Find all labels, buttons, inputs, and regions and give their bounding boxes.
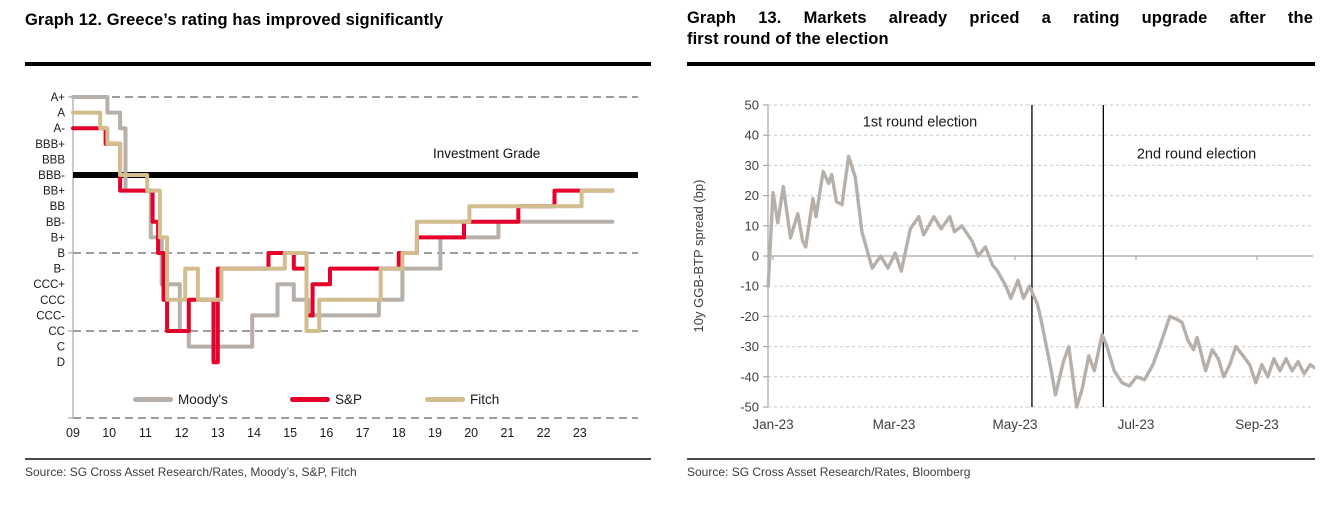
x-axis-label: 17 bbox=[356, 426, 370, 440]
legend-swatch bbox=[133, 397, 173, 402]
y-axis-label: BBB bbox=[42, 154, 65, 166]
graph-13-title-line2: first round of the election bbox=[687, 29, 889, 48]
y-axis-label: 20 bbox=[745, 188, 759, 203]
x-axis-label: 14 bbox=[247, 426, 261, 440]
y-axis-label: -30 bbox=[740, 339, 759, 354]
x-axis-label: 23 bbox=[573, 426, 587, 440]
y-axis-label: A- bbox=[54, 123, 66, 135]
graph-13-title-line1: Graph 13. Markets already priced a ratin… bbox=[687, 9, 1313, 27]
ggb-btp-spread-chart: 50 40 30 20 10 0 -10 -20 -30 -40 -50 Jan-23 Mar-23 Ma… bbox=[691, 98, 1315, 432]
legend-item-moody-s: Moody's bbox=[133, 392, 228, 407]
y-axis-label: B+ bbox=[51, 232, 66, 244]
x-axis-label: Sep-23 bbox=[1235, 417, 1279, 432]
x-axis-label: 12 bbox=[175, 426, 189, 440]
graph-12-source-rule bbox=[25, 458, 651, 460]
y-axis-label: CCC+ bbox=[33, 279, 65, 291]
y-axis-label: BB- bbox=[46, 217, 65, 229]
10y-ggb-btp-spread-line bbox=[766, 154, 1315, 409]
y-axis-label: A+ bbox=[51, 92, 66, 104]
legend-item-fitch: Fitch bbox=[425, 392, 499, 407]
y-axis-label: C bbox=[57, 342, 65, 354]
graph-13-panel: Graph 13. Markets already priced a ratin… bbox=[687, 0, 1315, 515]
x-axis-label: Jul-23 bbox=[1118, 417, 1155, 432]
graph-12-source: Source: SG Cross Asset Research/Rates, M… bbox=[25, 465, 357, 479]
x-axis-label: 09 bbox=[66, 426, 80, 440]
legend-swatch bbox=[425, 397, 465, 402]
moody-s-line bbox=[71, 95, 615, 349]
graph-13-source: Source: SG Cross Asset Research/Rates, B… bbox=[687, 465, 971, 479]
legend-label: Moody's bbox=[178, 392, 228, 407]
legend-swatch bbox=[290, 397, 330, 402]
x-axis-label: May-23 bbox=[992, 417, 1037, 432]
y-axis-label: 40 bbox=[745, 128, 759, 143]
x-axis-label: Jan-23 bbox=[752, 417, 793, 432]
x-axis-label: 19 bbox=[428, 426, 442, 440]
graph-12-panel: Graph 12. Greece’s rating has improved s… bbox=[25, 0, 651, 515]
annotation-1st-round-election: 1st round election bbox=[863, 115, 977, 131]
annotation-2nd-round-election: 2nd round election bbox=[1137, 146, 1256, 162]
legend-label: S&P bbox=[335, 392, 362, 407]
y-axis-label: -20 bbox=[740, 309, 759, 324]
y-axis-label: 50 bbox=[745, 98, 759, 113]
investment-grade-label: Investment Grade bbox=[433, 146, 540, 161]
graph-13-title: Graph 13. Markets already priced a ratin… bbox=[687, 8, 1313, 50]
y-axis-label: CCC bbox=[40, 295, 65, 307]
x-axis-label: 15 bbox=[283, 426, 297, 440]
x-axis-label: Mar-23 bbox=[873, 417, 916, 432]
graph-13-source-rule bbox=[687, 458, 1315, 460]
y-axis-label: -40 bbox=[740, 369, 759, 384]
x-axis-label: 20 bbox=[464, 426, 478, 440]
x-axis-label: 21 bbox=[500, 426, 514, 440]
graph-12-title: Graph 12. Greece’s rating has improved s… bbox=[25, 11, 444, 29]
s-p-line bbox=[71, 126, 615, 365]
graph-12-title-rule bbox=[25, 62, 651, 66]
y-axis-label: B bbox=[57, 248, 65, 260]
y-axis-label: BB bbox=[50, 201, 66, 213]
y-axis-label: D bbox=[57, 357, 65, 369]
y-axis-label: 10 bbox=[745, 218, 759, 233]
y-axis-label: -10 bbox=[740, 279, 759, 294]
x-axis-label: 10 bbox=[102, 426, 116, 440]
y-axis-label: BBB+ bbox=[35, 139, 65, 151]
graph-13-title-rule bbox=[687, 62, 1315, 66]
y-axis-label: CC bbox=[48, 326, 65, 338]
x-axis-label: 18 bbox=[392, 426, 406, 440]
y-axis-label: 30 bbox=[745, 158, 759, 173]
greece-ratings-chart: A+AA-BBB+BBBBBB-BB+BBBB-B+BB-CCC+CCCCCC-… bbox=[33, 92, 638, 440]
y-axis-label: 0 bbox=[752, 249, 759, 264]
y-axis-label: B- bbox=[54, 264, 66, 276]
y-axis-label: A bbox=[57, 108, 65, 120]
y-axis-label: BB+ bbox=[43, 186, 65, 198]
x-axis-label: 16 bbox=[319, 426, 333, 440]
x-axis-label: 11 bbox=[139, 426, 152, 440]
legend-label: Fitch bbox=[470, 392, 499, 407]
fitch-line bbox=[71, 110, 615, 333]
y-axis-title: 10y GGB-BTP spread (bp) bbox=[691, 180, 706, 333]
x-axis-label: 13 bbox=[211, 426, 225, 440]
legend-item-s-p: S&P bbox=[290, 392, 362, 407]
y-axis-label: BBB- bbox=[38, 170, 65, 182]
y-axis-label: CCC- bbox=[36, 310, 65, 322]
x-axis-label: 22 bbox=[537, 426, 551, 440]
y-axis-label: -50 bbox=[740, 400, 759, 415]
